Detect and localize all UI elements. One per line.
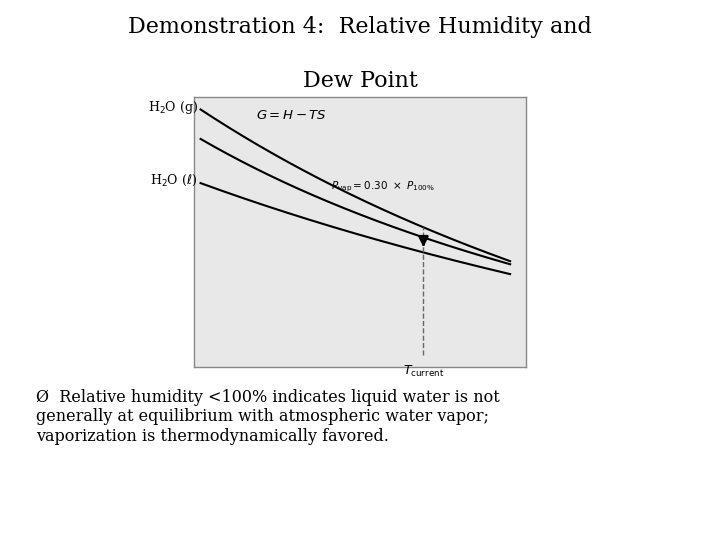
Text: Demonstration 4:  Relative Humidity and: Demonstration 4: Relative Humidity and [128, 16, 592, 38]
Text: H$_2$O (g): H$_2$O (g) [148, 98, 197, 116]
Text: $G = H - TS$: $G = H - TS$ [256, 110, 327, 123]
Text: Ø  Relative humidity <100% indicates liquid water is not
generally at equilibriu: Ø Relative humidity <100% indicates liqu… [36, 389, 500, 445]
Text: Dew Point: Dew Point [302, 70, 418, 92]
Text: $P_{\rm vap} = 0.30\ \times\ P_{100\%}$: $P_{\rm vap} = 0.30\ \times\ P_{100\%}$ [330, 180, 434, 194]
Text: $T_{\rm current}$: $T_{\rm current}$ [402, 363, 444, 379]
Text: H$_2$O ($\ell$): H$_2$O ($\ell$) [150, 173, 197, 188]
